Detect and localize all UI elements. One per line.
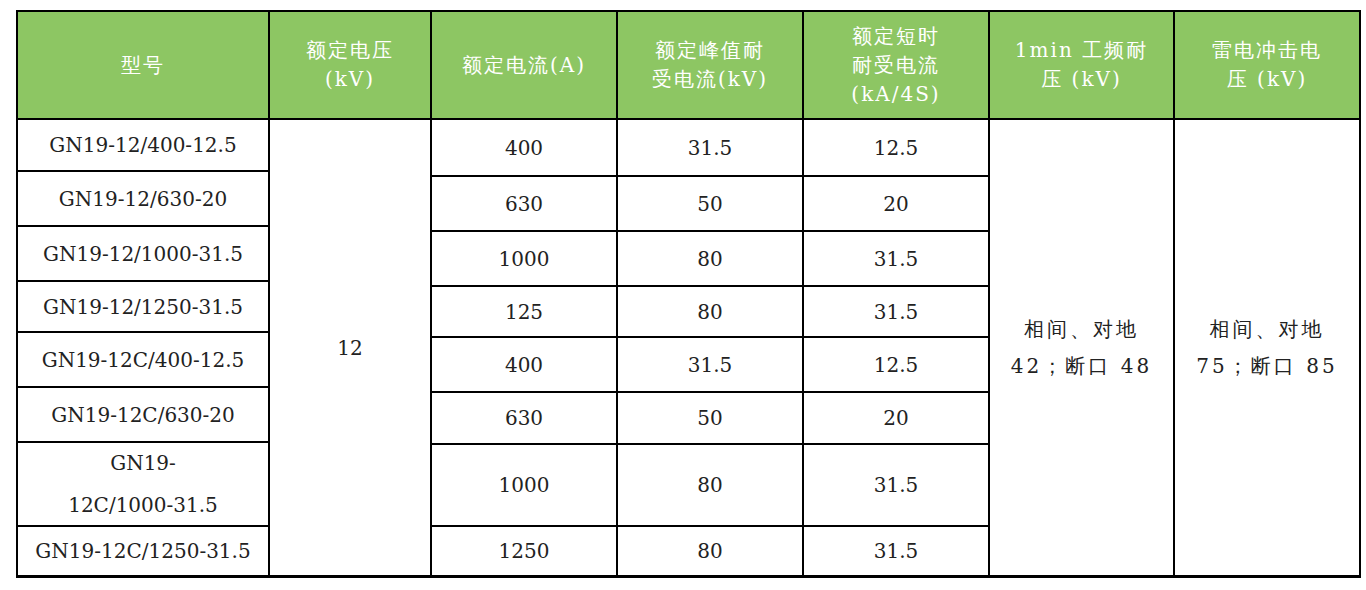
peak-cell: 80 xyxy=(618,445,802,527)
current-cell: 400 xyxy=(432,120,616,177)
peak-cell: 50 xyxy=(618,393,802,445)
lightning-impulse-merged-cell: 相间、对地 75；断口 85 xyxy=(1175,120,1359,575)
current-cell: 630 xyxy=(432,177,616,232)
current-cell: 125 xyxy=(432,287,616,338)
rated-voltage-merged-cell: 12 xyxy=(270,120,430,575)
short-time-cell: 31.5 xyxy=(804,287,988,338)
model-cell: GN19-12C/630-20 xyxy=(18,388,268,443)
short-time-cell: 20 xyxy=(804,393,988,445)
peak-cell: 80 xyxy=(618,287,802,338)
column-peak-withstand: 额定峰值耐 受电流(kV) 31.5 50 80 80 31.5 50 80 8… xyxy=(618,12,804,575)
current-cell: 1000 xyxy=(432,232,616,287)
header-power-frequency-withstand: 1min 工频耐 压 (kV) xyxy=(990,12,1173,120)
header-peak-withstand: 额定峰值耐 受电流(kV) xyxy=(618,12,802,120)
column-rated-voltage: 额定电压 (kV) 12 xyxy=(270,12,432,575)
model-cell: GN19-12/630-20 xyxy=(18,172,268,227)
peak-cell: 80 xyxy=(618,527,802,575)
column-rated-current: 额定电流(A) 400 630 1000 125 400 630 1000 12… xyxy=(432,12,618,575)
current-cell: 1000 xyxy=(432,445,616,527)
model-cell: GN19-12/1250-31.5 xyxy=(18,282,268,333)
header-rated-voltage: 额定电压 (kV) xyxy=(270,12,430,120)
header-short-time-withstand: 额定短时 耐受电流 (kA/4S) xyxy=(804,12,988,120)
short-time-cell: 20 xyxy=(804,177,988,232)
power-frequency-merged-cell: 相间、对地 42；断口 48 xyxy=(990,120,1173,575)
short-time-cell: 12.5 xyxy=(804,120,988,177)
short-time-cell: 31.5 xyxy=(804,445,988,527)
column-short-time-withstand: 额定短时 耐受电流 (kA/4S) 12.5 20 31.5 31.5 12.5… xyxy=(804,12,990,575)
peak-cell: 50 xyxy=(618,177,802,232)
header-lightning-impulse: 雷电冲击电 压 (kV) xyxy=(1175,12,1359,120)
model-cell: GN19- 12C/1000-31.5 xyxy=(18,443,268,527)
short-time-cell: 12.5 xyxy=(804,338,988,393)
header-model: 型号 xyxy=(18,12,268,120)
column-lightning-impulse: 雷电冲击电 压 (kV) 相间、对地 75；断口 85 xyxy=(1175,12,1359,575)
current-cell: 630 xyxy=(432,393,616,445)
current-cell: 400 xyxy=(432,338,616,393)
short-time-cell: 31.5 xyxy=(804,232,988,287)
header-rated-current: 额定电流(A) xyxy=(432,12,616,120)
column-power-frequency-withstand: 1min 工频耐 压 (kV) 相间、对地 42；断口 48 xyxy=(990,12,1175,575)
peak-cell: 31.5 xyxy=(618,338,802,393)
column-model: 型号 GN19-12/400-12.5 GN19-12/630-20 GN19-… xyxy=(18,12,270,575)
peak-cell: 31.5 xyxy=(618,120,802,177)
spec-table: 型号 GN19-12/400-12.5 GN19-12/630-20 GN19-… xyxy=(16,10,1361,578)
model-cell: GN19-12C/1250-31.5 xyxy=(18,527,268,575)
model-cell: GN19-12/1000-31.5 xyxy=(18,227,268,282)
peak-cell: 80 xyxy=(618,232,802,287)
current-cell: 1250 xyxy=(432,527,616,575)
model-cell: GN19-12/400-12.5 xyxy=(18,120,268,172)
model-cell: GN19-12C/400-12.5 xyxy=(18,333,268,388)
short-time-cell: 31.5 xyxy=(804,527,988,575)
